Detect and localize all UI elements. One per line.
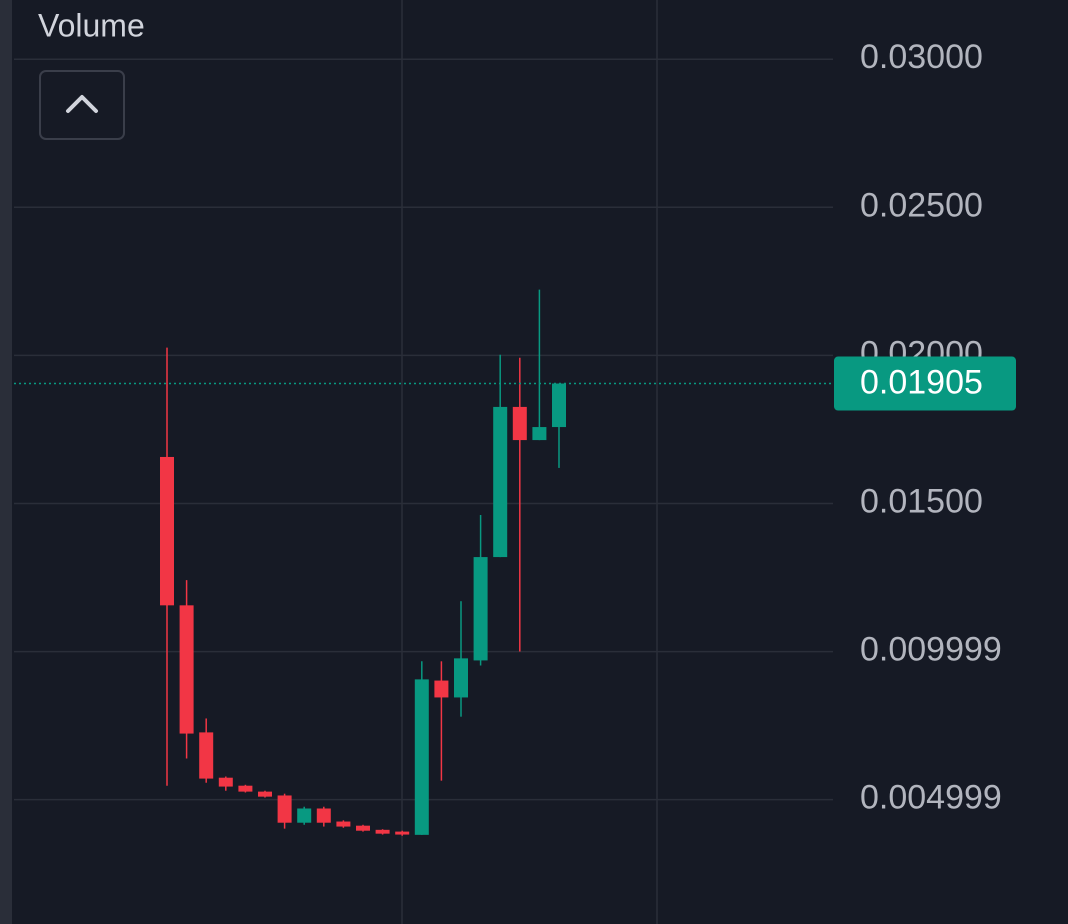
chevron-icon[interactable]	[66, 95, 98, 113]
grid	[14, 58, 833, 801]
candle-body	[277, 795, 292, 823]
y-tick-label: 0.009999	[860, 631, 1002, 669]
candle-body	[552, 383, 566, 428]
side-strip	[0, 0, 12, 924]
candle-body	[179, 605, 194, 734]
candle-body	[473, 557, 488, 661]
candle-body	[454, 658, 468, 698]
candle-body	[532, 427, 547, 441]
candle-body	[316, 808, 331, 823]
candle-body	[356, 825, 370, 831]
candle-body	[258, 791, 272, 797]
candle-body	[160, 456, 174, 606]
y-tick-label: 0.03000	[860, 38, 983, 76]
collapse-button[interactable]	[39, 70, 125, 140]
candles	[14, 289, 833, 836]
candle-body	[375, 829, 390, 834]
candle-body	[336, 821, 351, 827]
last-price-label: 0.01905	[860, 364, 983, 402]
y-tick-label: 0.02500	[860, 186, 983, 224]
y-tick-label: 0.01500	[860, 482, 983, 520]
button-frame[interactable]	[39, 70, 125, 140]
axis-labels: 0.030000.025000.020000.015000.0099990.00…	[834, 38, 1016, 817]
candle-body	[493, 406, 508, 558]
legend-bg	[14, 0, 170, 58]
last-price-box	[834, 356, 1016, 411]
candle-body	[512, 406, 527, 441]
candle-body	[199, 732, 214, 779]
candle-body	[395, 831, 410, 835]
candle-body	[434, 680, 449, 698]
candle-body	[238, 785, 253, 792]
candle-body	[414, 679, 429, 835]
y-tick-label: 0.004999	[860, 779, 1002, 817]
candle-body	[218, 777, 233, 787]
chart-title: Volume	[38, 7, 145, 43]
candle-body	[297, 808, 312, 823]
